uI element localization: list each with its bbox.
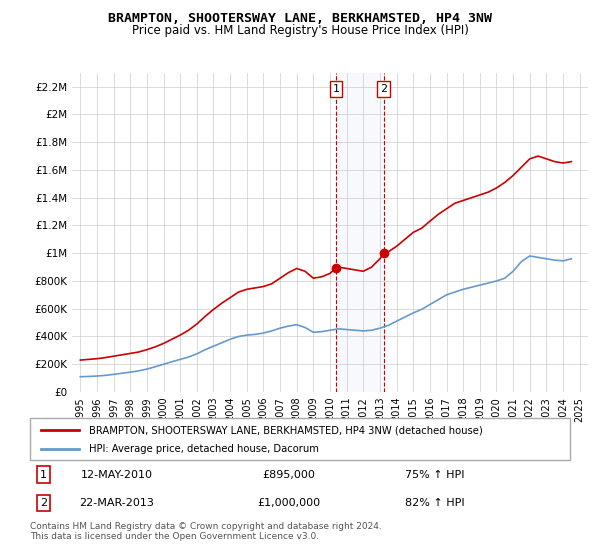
Text: Contains HM Land Registry data © Crown copyright and database right 2024.
This d: Contains HM Land Registry data © Crown c…: [30, 522, 382, 542]
Text: 2: 2: [380, 84, 387, 94]
Text: 75% ↑ HPI: 75% ↑ HPI: [405, 470, 465, 480]
Bar: [336, 73, 383, 392]
Text: £895,000: £895,000: [263, 470, 316, 480]
Text: 2: 2: [40, 498, 47, 508]
FancyBboxPatch shape: [30, 418, 570, 460]
Text: BRAMPTON, SHOOTERSWAY LANE, BERKHAMSTED, HP4 3NW (detached house): BRAMPTON, SHOOTERSWAY LANE, BERKHAMSTED,…: [89, 425, 483, 435]
Text: 1: 1: [332, 84, 340, 94]
Text: £1,000,000: £1,000,000: [257, 498, 321, 508]
Text: 12-MAY-2010: 12-MAY-2010: [80, 470, 152, 480]
Text: 1: 1: [40, 470, 47, 480]
Text: BRAMPTON, SHOOTERSWAY LANE, BERKHAMSTED, HP4 3NW: BRAMPTON, SHOOTERSWAY LANE, BERKHAMSTED,…: [108, 12, 492, 25]
Text: Price paid vs. HM Land Registry's House Price Index (HPI): Price paid vs. HM Land Registry's House …: [131, 24, 469, 36]
Text: 22-MAR-2013: 22-MAR-2013: [79, 498, 154, 508]
Text: 82% ↑ HPI: 82% ↑ HPI: [405, 498, 465, 508]
Text: HPI: Average price, detached house, Dacorum: HPI: Average price, detached house, Daco…: [89, 444, 319, 454]
